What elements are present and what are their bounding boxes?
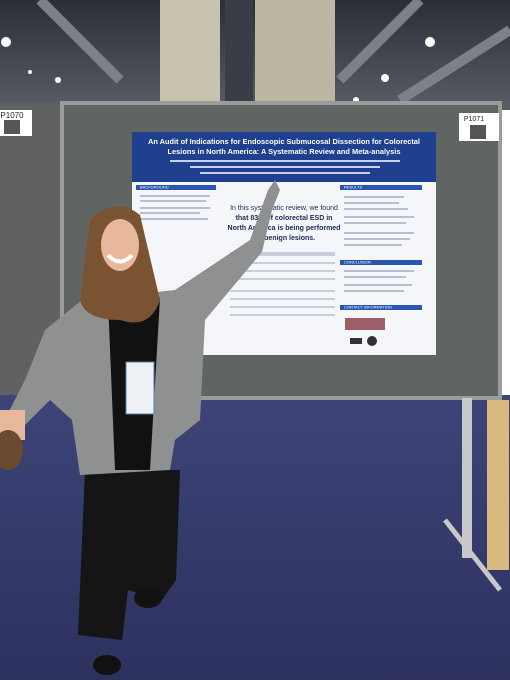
- logo: [350, 338, 362, 344]
- section-heading: CONTACT INFORMATION: [344, 305, 392, 310]
- person: [0, 180, 280, 675]
- body-text: [140, 195, 414, 292]
- logo: [367, 336, 377, 346]
- section-heading: BACKGROUND: [140, 185, 169, 190]
- data-table: [230, 252, 335, 316]
- qr-code: [470, 125, 486, 139]
- pillar: [255, 0, 335, 105]
- affiliations: [200, 172, 370, 174]
- logo: [345, 318, 385, 330]
- window: [225, 0, 253, 105]
- key-finding: North America is being performed: [228, 225, 341, 232]
- section-bar: [340, 260, 422, 265]
- section-bar: [340, 305, 422, 310]
- section-heading: CONCLUSION: [344, 260, 371, 265]
- authors: [190, 166, 380, 168]
- qr-code: [4, 120, 20, 134]
- pillar: [160, 0, 220, 105]
- section-bar: [340, 185, 422, 190]
- bag: [0, 430, 23, 470]
- key-finding: for benign lesions.: [253, 235, 315, 242]
- ducts: [36, 0, 510, 105]
- booth-number: P1071: [464, 116, 484, 123]
- section-heading: RESULTS: [344, 185, 362, 190]
- section-bar: [136, 185, 216, 190]
- poster-title: Lesions in North America: A Systematic R…: [168, 147, 401, 156]
- key-finding: that 83% of colorectal ESD in: [236, 215, 333, 222]
- stand-leg: [462, 398, 472, 558]
- authors: [170, 160, 400, 162]
- crate: [487, 400, 509, 570]
- key-finding: In this systematic review, we found: [230, 205, 338, 212]
- stand-foot: [443, 518, 502, 592]
- booth-number: P1070: [0, 111, 24, 120]
- poster-title: An Audit of Indications for Endoscopic S…: [148, 137, 420, 146]
